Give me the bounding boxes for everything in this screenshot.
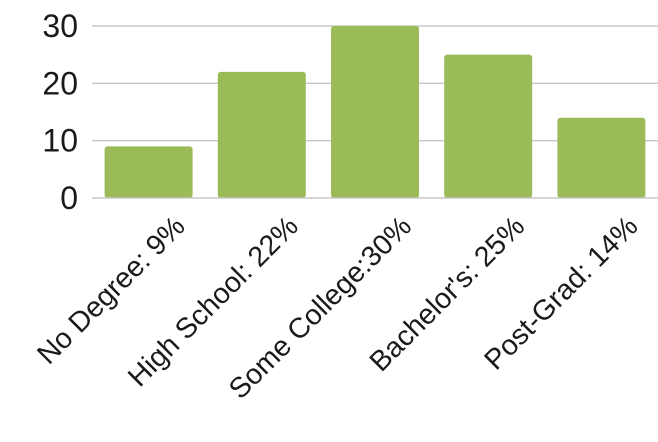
bar-3: [444, 54, 533, 198]
bar-1: [217, 71, 306, 198]
bar-2: [331, 26, 419, 198]
y-tick-label: 10: [42, 123, 78, 159]
bar-0: [104, 146, 193, 198]
y-tick-label: 20: [42, 65, 78, 101]
y-tick-label: 30: [42, 8, 78, 44]
bar-4: [557, 117, 646, 198]
bars: [104, 26, 646, 198]
x-axis-tick-labels: No Degree: 9%High School: 22%Some Colleg…: [31, 210, 644, 405]
y-tick-label: 0: [60, 180, 78, 216]
y-axis-tick-labels: 0 10 20 30: [42, 8, 78, 216]
